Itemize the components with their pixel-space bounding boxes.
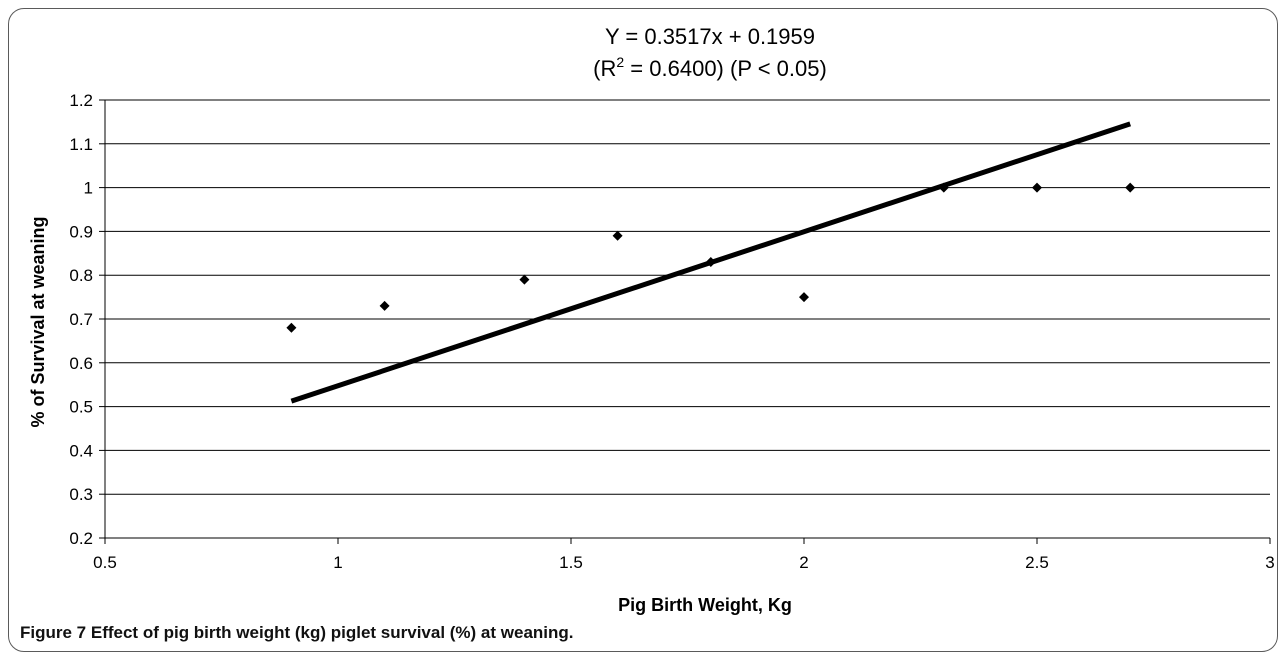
y-tick-label: 0.5 [69, 398, 93, 417]
data-point [519, 274, 530, 285]
y-tick-label: 0.3 [69, 485, 93, 504]
figure-frame [8, 8, 1278, 652]
y-tick-labels: 0.2 0.3 0.4 0.5 0.6 0.7 0.8 0.9 1 1.1 1.2 [69, 91, 93, 548]
x-tick-label: 1.5 [559, 553, 583, 572]
axes [99, 99, 1271, 544]
x-tick-label: 1 [333, 553, 342, 572]
chart-title-line1: Y = 0.3517x + 0.1959 [605, 24, 815, 49]
y-tick-label: 0.4 [69, 441, 93, 460]
title-line2-superscript: 2 [616, 54, 624, 70]
y-tick-label: 1.1 [69, 135, 93, 154]
y-axis-label: % of Survival at weaning [28, 216, 48, 427]
title-line2-suffix: = 0.6400) (P < 0.05) [624, 56, 827, 81]
y-tick-label: 0.8 [69, 266, 93, 285]
data-point [1125, 182, 1136, 193]
figure-label: Figure 7 [20, 623, 87, 642]
x-tick-label: 3 [1265, 553, 1274, 572]
data-point [612, 230, 623, 241]
data-point [799, 292, 809, 303]
x-axis-label: Pig Birth Weight, Kg [618, 595, 792, 615]
x-tick-label: 0.5 [93, 553, 117, 572]
x-tick-label: 2.5 [1025, 553, 1049, 572]
y-tick-label: 0.9 [69, 222, 93, 241]
figure-caption: Figure 7 Effect of pig birth weight (kg)… [20, 623, 574, 643]
y-tick-label: 1.2 [69, 91, 93, 110]
data-point [1032, 182, 1042, 193]
data-point [938, 182, 949, 193]
y-tick-label: 0.2 [69, 529, 93, 548]
figure-caption-text: Effect of pig birth weight (kg) piglet s… [90, 623, 574, 642]
y-tick-label: 0.7 [69, 310, 93, 329]
x-tick-label: 2 [799, 553, 808, 572]
x-tick-labels: 0.5 1 1.5 2 2.5 3 [93, 553, 1275, 572]
data-points [286, 182, 1136, 333]
y-tick-label: 0.6 [69, 354, 93, 373]
data-point [705, 257, 716, 268]
chart-title-line2: (R2 = 0.6400) (P < 0.05) [593, 54, 827, 81]
scatter-chart: 0.2 0.3 0.4 0.5 0.6 0.7 0.8 0.9 1 1.1 1.2 0.5 1 1.5 2… [28, 24, 1275, 615]
title-line2-prefix: (R [593, 56, 616, 81]
data-point [286, 322, 297, 333]
gridlines [105, 99, 1270, 539]
y-tick-label: 1 [84, 179, 93, 198]
data-point [379, 300, 390, 311]
